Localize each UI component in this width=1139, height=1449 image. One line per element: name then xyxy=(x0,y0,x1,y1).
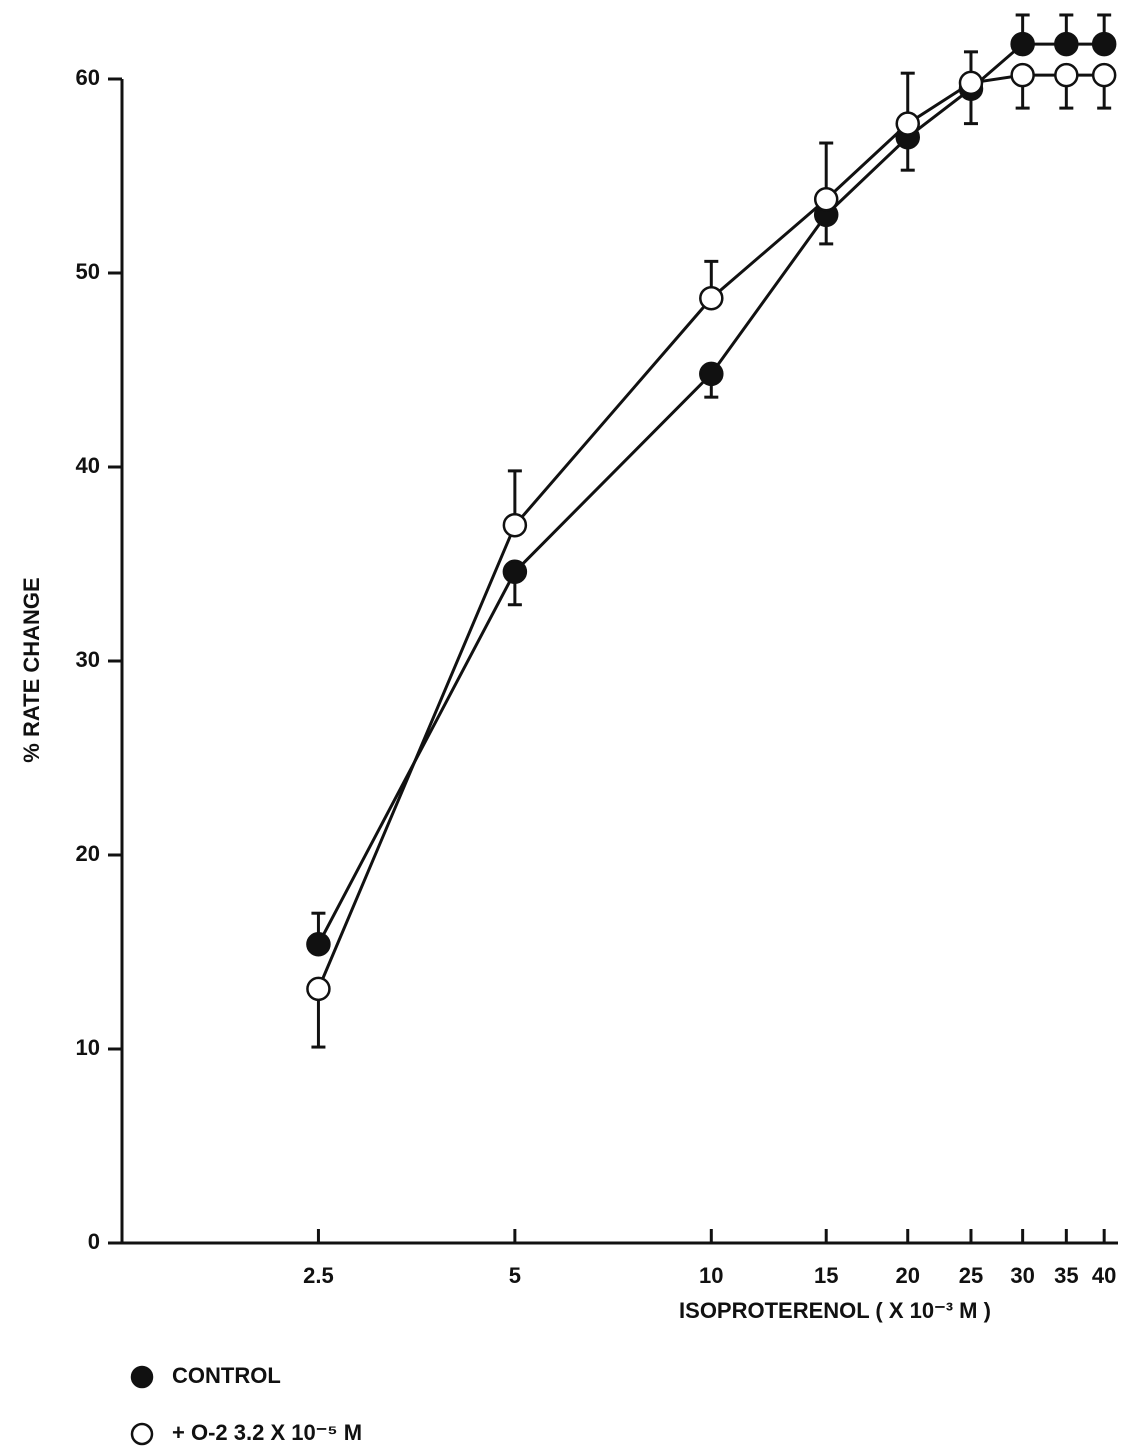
data-point xyxy=(699,361,724,387)
x-tick-label: 30 xyxy=(1010,1263,1034,1288)
data-point xyxy=(895,111,920,136)
x-tick-label: 5 xyxy=(509,1263,521,1288)
series-line xyxy=(317,42,1105,945)
x-tick-label: 2.5 xyxy=(303,1263,334,1288)
data-point xyxy=(502,559,528,585)
x-tick-label: 20 xyxy=(895,1263,919,1288)
data-point xyxy=(306,976,331,1002)
legend-marker xyxy=(130,1365,154,1389)
legend-label: + O-2 3.2 X 10⁻⁵ M xyxy=(172,1420,362,1445)
y-tick-label: 10 xyxy=(76,1035,100,1060)
data-point xyxy=(1010,31,1035,57)
x-axis-label: ISOPROTERENOL ( X 10⁻³ M ) xyxy=(679,1298,991,1323)
y-tick-label: 0 xyxy=(88,1229,100,1254)
y-tick-label: 60 xyxy=(76,65,100,90)
y-tick-label: 50 xyxy=(76,259,100,284)
x-tick-label: 35 xyxy=(1054,1263,1078,1288)
y-tick-label: 40 xyxy=(76,453,100,478)
x-tick-label: 40 xyxy=(1092,1263,1116,1288)
data-point xyxy=(1054,62,1079,88)
x-tick-label: 25 xyxy=(959,1263,983,1288)
data-point xyxy=(306,931,331,957)
x-tick-label: 15 xyxy=(814,1263,838,1288)
legend-label: CONTROL xyxy=(172,1363,281,1388)
data-point xyxy=(699,285,724,311)
x-tick-label: 10 xyxy=(699,1263,723,1288)
y-tick-label: 20 xyxy=(76,841,100,866)
legend-marker xyxy=(130,1422,154,1446)
data-point xyxy=(813,187,839,212)
data-point xyxy=(502,512,528,538)
series-line xyxy=(317,73,1105,990)
data-point xyxy=(1091,31,1117,57)
y-tick-label: 30 xyxy=(76,647,100,672)
data-point xyxy=(1091,62,1117,88)
data-point xyxy=(958,70,984,96)
data-point xyxy=(1054,31,1079,57)
y-axis-label: % RATE CHANGE xyxy=(19,577,44,762)
data-point xyxy=(1010,62,1035,88)
